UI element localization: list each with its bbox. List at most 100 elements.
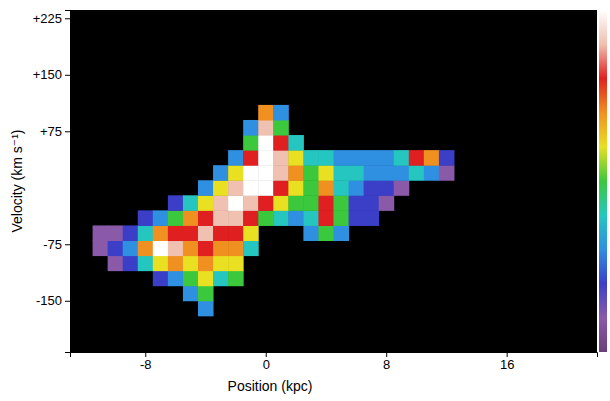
x-tick-label: 16 [500,357,514,372]
heat-cell [349,180,365,196]
heat-cell [168,271,184,287]
y-tick-mark [65,244,70,245]
y-tick-label: -150 [36,293,62,308]
heat-cell [379,165,395,181]
y-tick-label: +75 [40,124,62,139]
y-tick: -75 [43,237,70,252]
heat-cell [228,256,244,272]
heat-cell [168,241,184,257]
heat-cell [439,150,455,166]
heat-cell [183,241,199,257]
heat-cell [228,195,244,211]
heat-cell [379,150,395,166]
heat-cell [213,256,229,272]
heat-cell [243,165,259,181]
heat-cell [243,120,259,136]
heat-cell [273,165,289,181]
heat-cell [258,195,274,211]
heat-cell [334,180,350,196]
heat-cell [318,225,334,241]
heat-cell [288,135,304,151]
cells [93,105,455,316]
heat-cell [228,165,244,181]
heat-cell [183,271,199,287]
heat-cell [228,225,244,241]
heat-cell [153,210,169,226]
x-axis-title: Position (kpc) [228,378,313,394]
heat-cell [168,225,184,241]
heat-cell [228,210,244,226]
heat-cell [213,210,229,226]
heat-cell [138,210,154,226]
heat-cell [273,105,289,121]
heat-cell [213,225,229,241]
heat-cell [394,165,410,181]
heat-cell [198,271,214,287]
heat-cell [409,165,425,181]
heat-cell [243,241,259,257]
heat-cell [288,150,304,166]
heat-cell [243,150,259,166]
heat-cell [379,180,395,196]
heat-cell [364,210,380,226]
x-axis: -80816 [71,352,598,372]
heat-cell [243,180,259,196]
heat-cell [108,256,124,272]
x-tick-label: 8 [383,357,390,372]
heat-cell [168,195,184,211]
heat-cell [198,195,214,211]
heat-cell [108,225,124,241]
heat-cell [138,225,154,241]
heat-cell [168,210,184,226]
heat-cell [334,225,350,241]
x-tick: 8 [383,352,390,372]
y-tick: +225 [33,11,70,26]
heat-cell [349,150,365,166]
y-axis: +225 +150 +75 -75 -150 [33,11,71,353]
heat-cell [198,256,214,272]
heat-cell [318,180,334,196]
heat-cell [424,165,440,181]
heat-cell [168,256,184,272]
heat-cell [258,210,274,226]
heat-cell [288,165,304,181]
heat-cell [258,150,274,166]
y-tick-label: +150 [33,67,62,82]
heat-cell [273,150,289,166]
heat-cell [318,150,334,166]
heat-cell [258,105,274,121]
heat-cell [334,195,350,211]
heat-cell [153,241,169,257]
heat-cell [138,256,154,272]
heat-cell [273,120,289,136]
color-bar [599,10,607,352]
heat-cell [258,180,274,196]
x-tick: 16 [500,352,514,372]
heat-cell [334,210,350,226]
y-tick-mark [65,75,70,76]
heat-cell [273,180,289,196]
heat-cell [243,195,259,211]
heat-cell [213,271,229,287]
y-tick: +150 [33,67,70,82]
heat-cell [364,180,380,196]
heat-cell [273,210,289,226]
heat-cell [198,210,214,226]
heat-cell [349,165,365,181]
heat-cell [123,256,139,272]
heat-cell [198,286,214,302]
heat-cell [424,150,440,166]
heat-cell [334,150,350,166]
heat-cell [213,241,229,257]
heat-cell [198,301,214,317]
heat-cell [153,256,169,272]
heat-cell [243,210,259,226]
heat-cell [303,150,319,166]
y-tick-label: -75 [43,237,62,252]
y-tick-mark [65,301,70,302]
heat-cell [213,165,229,181]
heat-cell [183,256,199,272]
heat-cell [364,165,380,181]
y-tick-mark [65,18,70,19]
heat-cell [258,120,274,136]
